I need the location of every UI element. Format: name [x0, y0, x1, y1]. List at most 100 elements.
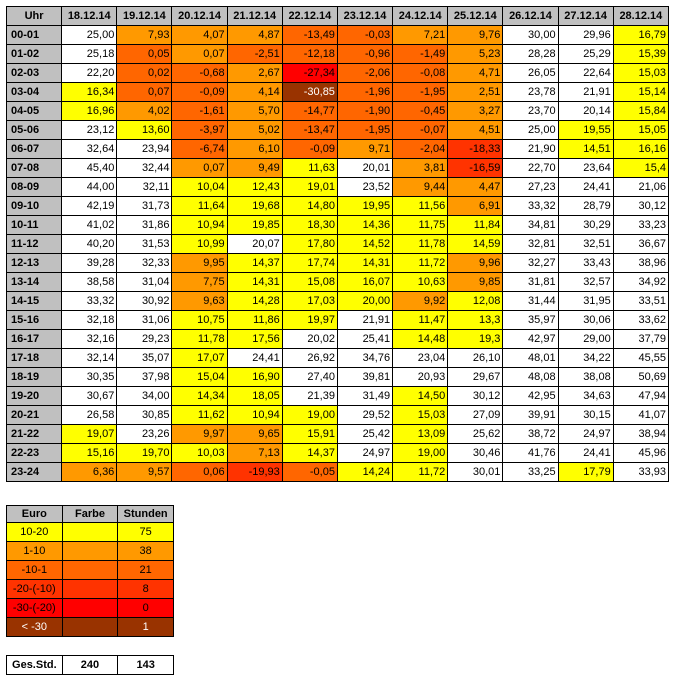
price-cell: -0,68	[171, 63, 228, 83]
table-row: 15-16 32,18 31,06 10,75 11,86 19,97 21,91 11,47…	[5, 310, 670, 330]
price-cell: 30,85	[116, 405, 173, 425]
price-cell: 21,90	[502, 139, 559, 159]
price-cell: 15,84	[612, 101, 670, 121]
price-cell: 4,51	[447, 120, 504, 140]
price-table: Uhr 18.12.14 19.12.14 20.12.14 21.12.14 22.1…	[5, 6, 670, 482]
price-cell: 11,62	[171, 405, 228, 425]
price-cell: 20,14	[557, 101, 614, 121]
price-cell: 26,10	[447, 348, 504, 368]
hour-label: 04-05	[5, 101, 63, 121]
price-cell: 25,62	[447, 424, 504, 444]
price-cell: 33,23	[612, 215, 670, 235]
price-cell: 31,04	[116, 272, 173, 292]
price-cell: 10,94	[171, 215, 228, 235]
price-cell: -1,96	[336, 82, 394, 102]
price-cell: 29,00	[557, 329, 614, 349]
hour-label: 06-07	[5, 139, 63, 159]
price-cell: 14,34	[171, 386, 228, 406]
legend-row: -10-1 21	[6, 560, 174, 580]
legend-hours: 1	[117, 617, 174, 637]
price-cell: 23,04	[392, 348, 449, 368]
price-cell: 23,64	[557, 158, 614, 178]
price-cell: 21,91	[336, 310, 394, 330]
hour-label: 13-14	[5, 272, 63, 292]
legend-range: -30-(-20)	[6, 598, 63, 618]
price-cell: 14,52	[336, 234, 394, 254]
price-cell: 36,67	[612, 234, 670, 254]
price-cell: 33,62	[612, 310, 670, 330]
price-cell: 38,94	[612, 424, 670, 444]
price-cell: 9,49	[226, 158, 283, 178]
table-row: 21-22 19,07 23,26 9,97 9,65 15,91 25,42 13,09 25…	[5, 424, 670, 444]
legend-row: < -30 1	[6, 617, 174, 637]
price-cell: 22,64	[557, 63, 614, 83]
date-column-header: 19.12.14	[116, 6, 173, 26]
table-row: 04-05 16,96 4,02 -1,61 5,70 -14,77 -1,90 -0,45 3…	[5, 101, 670, 121]
price-cell: 15,04	[171, 367, 228, 387]
price-cell: 14,36	[336, 215, 394, 235]
price-cell: 5,70	[226, 101, 283, 121]
price-cell: 4,07	[171, 25, 228, 45]
price-cell: 12,43	[226, 177, 283, 197]
price-cell: 4,02	[116, 101, 173, 121]
price-cell: 47,94	[612, 386, 670, 406]
price-cell: -6,74	[171, 139, 228, 159]
price-cell: 19,07	[61, 424, 118, 444]
price-cell: -12,18	[281, 44, 338, 64]
price-cell: 45,40	[61, 158, 118, 178]
price-cell: 9,44	[392, 177, 449, 197]
price-cell: 32,81	[502, 234, 559, 254]
price-cell: 30,06	[557, 310, 614, 330]
price-cell: 42,97	[502, 329, 559, 349]
price-cell: 26,05	[502, 63, 559, 83]
price-cell: 32,16	[61, 329, 118, 349]
price-cell: 7,21	[392, 25, 449, 45]
price-cell: 11,47	[392, 310, 449, 330]
price-cell: 5,23	[447, 44, 504, 64]
legend-body: 10-20 75 1-10 38 -10-1 21 -20-(-10) 8 -30-(-20) 0…	[6, 522, 174, 637]
price-cell: 10,75	[171, 310, 228, 330]
price-cell: 28,28	[502, 44, 559, 64]
table-row: 16-17 32,16 29,23 11,78 17,56 20,02 25,41 14,48…	[5, 329, 670, 349]
price-cell: 31,81	[502, 272, 559, 292]
price-cell: 32,51	[557, 234, 614, 254]
price-cell: 10,99	[171, 234, 228, 254]
price-cell: -0,08	[392, 63, 449, 83]
price-cell: -0,96	[336, 44, 394, 64]
price-cell: 41,07	[612, 405, 670, 425]
hour-label: 15-16	[5, 310, 63, 330]
price-cell: 9,65	[226, 424, 283, 444]
price-cell: 17,56	[226, 329, 283, 349]
price-cell: 34,22	[557, 348, 614, 368]
date-column-header: 25.12.14	[447, 6, 504, 26]
price-cell: 6,91	[447, 196, 504, 216]
totals-table: Ges.Std. 240 143	[6, 655, 174, 675]
hour-label: 10-11	[5, 215, 63, 235]
price-cell: 20,93	[392, 367, 449, 387]
price-cell: 16,96	[61, 101, 118, 121]
table-body: 00-01 25,00 7,93 4,07 4,87 -13,49 -0,03 7,21 9,7…	[5, 25, 670, 482]
price-cell: 31,86	[116, 215, 173, 235]
price-cell: 26,58	[61, 405, 118, 425]
date-column-header: 27.12.14	[557, 6, 614, 26]
table-row: 19-20 30,67 34,00 14,34 18,05 21,39 31,49 14,50…	[5, 386, 670, 406]
price-cell: -1,49	[392, 44, 449, 64]
legend-header-stunden: Stunden	[117, 505, 174, 523]
price-cell: 23,70	[502, 101, 559, 121]
price-cell: 30,12	[612, 196, 670, 216]
price-cell: 33,43	[557, 253, 614, 273]
legend-range: < -30	[6, 617, 63, 637]
price-cell: 38,72	[502, 424, 559, 444]
price-cell: 15,16	[61, 443, 118, 463]
price-cell: 4,87	[226, 25, 283, 45]
price-cell: 13,60	[116, 120, 173, 140]
price-cell: 14,51	[557, 139, 614, 159]
price-cell: 37,79	[612, 329, 670, 349]
hour-label: 18-19	[5, 367, 63, 387]
price-cell: 25,00	[61, 25, 118, 45]
price-cell: -0,09	[281, 139, 338, 159]
price-cell: 11,78	[392, 234, 449, 254]
price-cell: 31,73	[116, 196, 173, 216]
price-cell: 31,53	[116, 234, 173, 254]
price-cell: 19,55	[557, 120, 614, 140]
